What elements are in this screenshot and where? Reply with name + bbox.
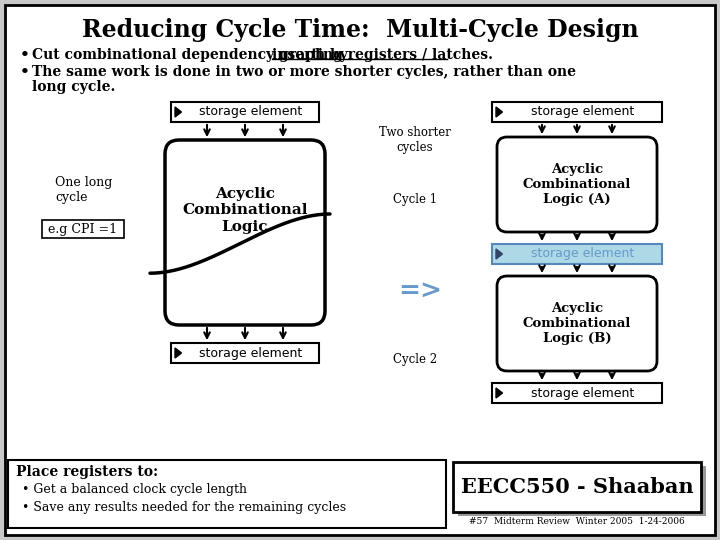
FancyBboxPatch shape — [497, 276, 657, 371]
Text: storage element: storage element — [531, 247, 634, 260]
Text: Acyclic
Combinational
Logic (B): Acyclic Combinational Logic (B) — [523, 302, 631, 345]
Text: The same work is done in two or more shorter cycles, rather than one: The same work is done in two or more sho… — [32, 65, 576, 79]
Text: inserting registers / latches.: inserting registers / latches. — [272, 48, 493, 62]
FancyBboxPatch shape — [5, 5, 715, 535]
Text: Cycle 2: Cycle 2 — [393, 354, 437, 367]
Text: Place registers to:: Place registers to: — [16, 465, 158, 479]
Polygon shape — [496, 107, 503, 117]
Text: e.g CPI =1: e.g CPI =1 — [48, 222, 117, 235]
Text: •: • — [20, 48, 30, 62]
Text: storage element: storage element — [531, 105, 634, 118]
FancyBboxPatch shape — [458, 466, 706, 516]
Text: storage element: storage element — [531, 387, 634, 400]
Text: =>: => — [398, 278, 442, 302]
Text: Two shorter
cycles: Two shorter cycles — [379, 126, 451, 154]
Text: • Save any results needed for the remaining cycles: • Save any results needed for the remain… — [22, 502, 346, 515]
Text: Acyclic
Combinational
Logic: Acyclic Combinational Logic — [182, 187, 307, 233]
Text: Cycle 1: Cycle 1 — [393, 193, 437, 206]
FancyBboxPatch shape — [492, 244, 662, 264]
Text: EECC550 - Shaaban: EECC550 - Shaaban — [461, 477, 693, 497]
FancyBboxPatch shape — [492, 383, 662, 403]
Text: storage element: storage element — [199, 105, 302, 118]
FancyBboxPatch shape — [165, 140, 325, 325]
Text: Acyclic
Combinational
Logic (A): Acyclic Combinational Logic (A) — [523, 163, 631, 206]
Polygon shape — [175, 348, 181, 358]
Text: •: • — [20, 65, 30, 79]
Polygon shape — [496, 388, 503, 398]
FancyBboxPatch shape — [497, 137, 657, 232]
Text: Cut combinational dependency graph by: Cut combinational dependency graph by — [32, 48, 353, 62]
Polygon shape — [175, 107, 181, 117]
Text: storage element: storage element — [199, 347, 302, 360]
FancyBboxPatch shape — [42, 220, 124, 238]
Text: #57  Midterm Review  Winter 2005  1-24-2006: #57 Midterm Review Winter 2005 1-24-2006 — [469, 517, 685, 526]
Polygon shape — [496, 249, 503, 259]
Text: • Get a balanced clock cycle length: • Get a balanced clock cycle length — [22, 483, 247, 496]
Text: Reducing Cycle Time:  Multi-Cycle Design: Reducing Cycle Time: Multi-Cycle Design — [81, 18, 639, 42]
FancyBboxPatch shape — [171, 343, 319, 363]
FancyBboxPatch shape — [453, 462, 701, 512]
FancyBboxPatch shape — [492, 102, 662, 122]
FancyBboxPatch shape — [8, 460, 446, 528]
Text: long cycle.: long cycle. — [32, 80, 115, 94]
Text: One long
cycle: One long cycle — [55, 176, 112, 204]
FancyBboxPatch shape — [171, 102, 319, 122]
